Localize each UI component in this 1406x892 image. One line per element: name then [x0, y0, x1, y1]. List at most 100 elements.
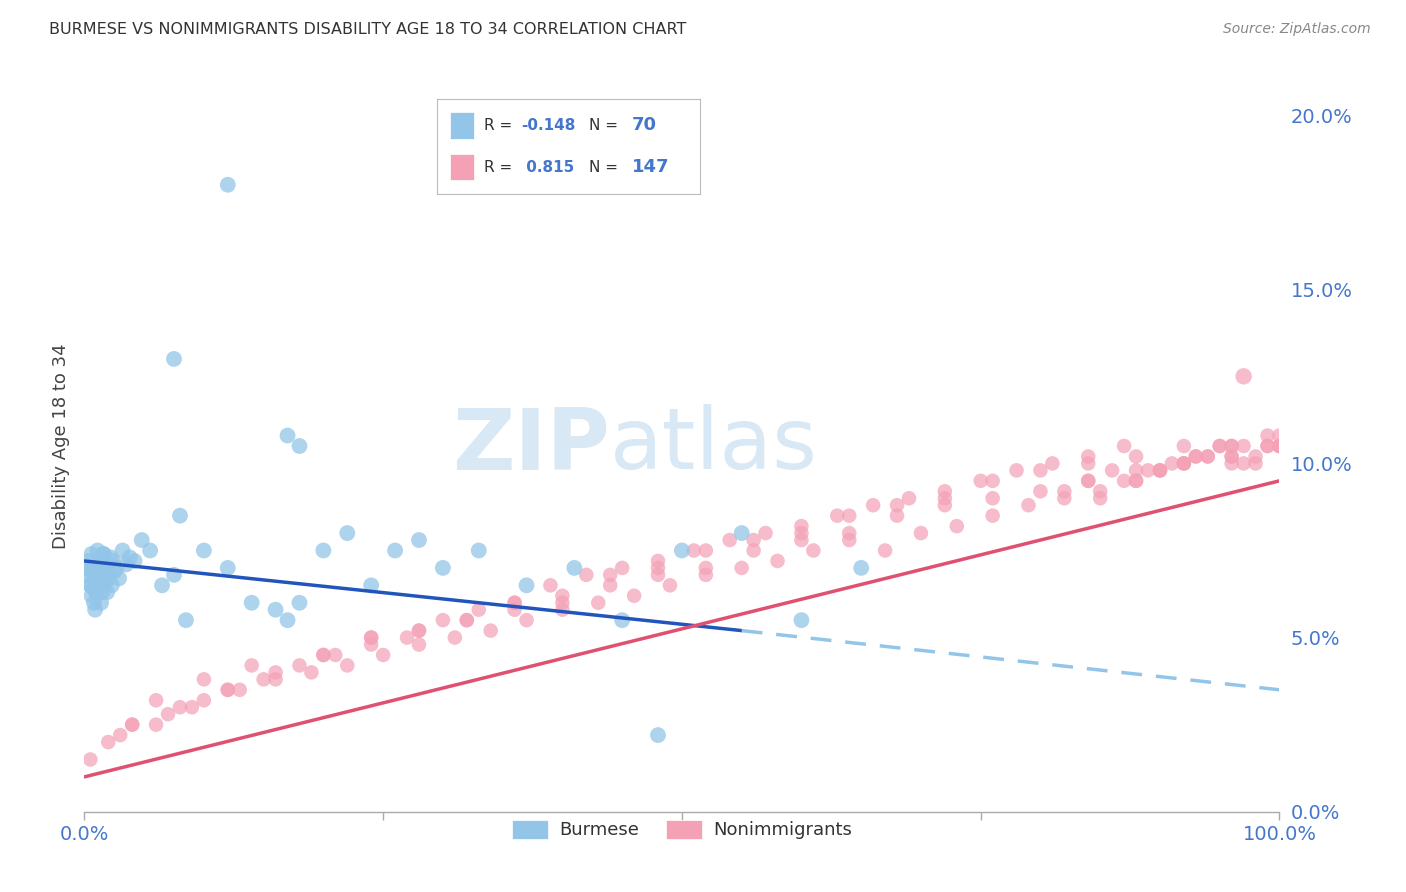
- Point: [1029, 463, 1052, 477]
- Point: [1173, 457, 1195, 471]
- Point: [100, 550, 122, 565]
- Point: [301, 665, 323, 680]
- Point: [970, 474, 993, 488]
- Point: [157, 707, 180, 722]
- Point: [1077, 474, 1099, 488]
- Point: [1257, 439, 1279, 453]
- Point: [981, 491, 1004, 506]
- Point: [1053, 484, 1076, 499]
- Point: [623, 589, 645, 603]
- Point: [121, 717, 143, 731]
- Point: [503, 596, 526, 610]
- Point: [1220, 439, 1243, 453]
- Point: [444, 631, 467, 645]
- Point: [755, 526, 778, 541]
- Point: [1042, 457, 1064, 471]
- Point: [82, 567, 104, 582]
- Point: [1257, 428, 1279, 442]
- Point: [1257, 439, 1279, 453]
- Point: [103, 565, 125, 579]
- Point: [934, 491, 956, 506]
- Point: [1114, 474, 1136, 488]
- Point: [981, 508, 1004, 523]
- Point: [551, 603, 574, 617]
- Point: [1125, 474, 1147, 488]
- Point: [1220, 457, 1243, 471]
- Point: [360, 631, 382, 645]
- Point: [1161, 457, 1184, 471]
- Point: [1268, 439, 1291, 453]
- Point: [1101, 463, 1123, 477]
- Point: [90, 596, 112, 610]
- Point: [540, 578, 562, 592]
- Point: [456, 613, 478, 627]
- Point: [599, 578, 621, 592]
- Point: [564, 561, 586, 575]
- Point: [934, 484, 956, 499]
- Point: [277, 613, 299, 627]
- Point: [77, 554, 100, 568]
- Point: [79, 578, 101, 592]
- Point: [910, 526, 932, 541]
- Point: [124, 554, 146, 568]
- Point: [93, 561, 115, 575]
- Point: [360, 638, 382, 652]
- Point: [1090, 484, 1112, 499]
- Point: [264, 603, 287, 617]
- Point: [89, 578, 111, 592]
- Point: [336, 526, 359, 541]
- Point: [683, 543, 706, 558]
- Point: [325, 648, 347, 662]
- Point: [111, 543, 134, 558]
- Point: [145, 717, 167, 731]
- Point: [742, 533, 765, 547]
- Point: [551, 589, 574, 603]
- Point: [163, 351, 186, 366]
- Legend: Burmese, Nonimmigrants: Burmese, Nonimmigrants: [505, 813, 859, 847]
- Point: [1185, 450, 1208, 464]
- Point: [790, 533, 813, 547]
- Point: [174, 613, 197, 627]
- Point: [1244, 450, 1267, 464]
- Point: [181, 700, 204, 714]
- Point: [264, 665, 287, 680]
- Y-axis label: Disability Age 18 to 34: Disability Age 18 to 34: [52, 343, 70, 549]
- Point: [1209, 439, 1232, 453]
- Point: [1077, 450, 1099, 464]
- Point: [1090, 491, 1112, 506]
- Point: [240, 658, 263, 673]
- Point: [862, 498, 884, 512]
- Point: [1197, 450, 1219, 464]
- Point: [217, 178, 239, 192]
- Point: [479, 624, 502, 638]
- Point: [408, 624, 430, 638]
- Point: [80, 589, 103, 603]
- Point: [1185, 450, 1208, 464]
- Point: [82, 561, 104, 575]
- Point: [97, 558, 120, 572]
- Point: [108, 571, 131, 585]
- Point: [766, 554, 789, 568]
- Point: [1125, 474, 1147, 488]
- Point: [1137, 463, 1160, 477]
- Point: [83, 582, 105, 596]
- Point: [84, 603, 107, 617]
- Point: [150, 578, 173, 592]
- Point: [1018, 498, 1040, 512]
- Point: [695, 561, 717, 575]
- Point: [1149, 463, 1171, 477]
- Point: [240, 596, 263, 610]
- Point: [217, 561, 239, 575]
- Point: [456, 613, 478, 627]
- Point: [1125, 463, 1147, 477]
- Point: [1268, 439, 1291, 453]
- Text: BURMESE VS NONIMMIGRANTS DISABILITY AGE 18 TO 34 CORRELATION CHART: BURMESE VS NONIMMIGRANTS DISABILITY AGE …: [49, 22, 686, 37]
- Point: [121, 717, 143, 731]
- Point: [838, 526, 860, 541]
- Point: [264, 673, 287, 687]
- Point: [731, 561, 754, 575]
- Point: [94, 574, 117, 589]
- Point: [110, 728, 132, 742]
- Point: [288, 439, 311, 453]
- Point: [86, 585, 108, 599]
